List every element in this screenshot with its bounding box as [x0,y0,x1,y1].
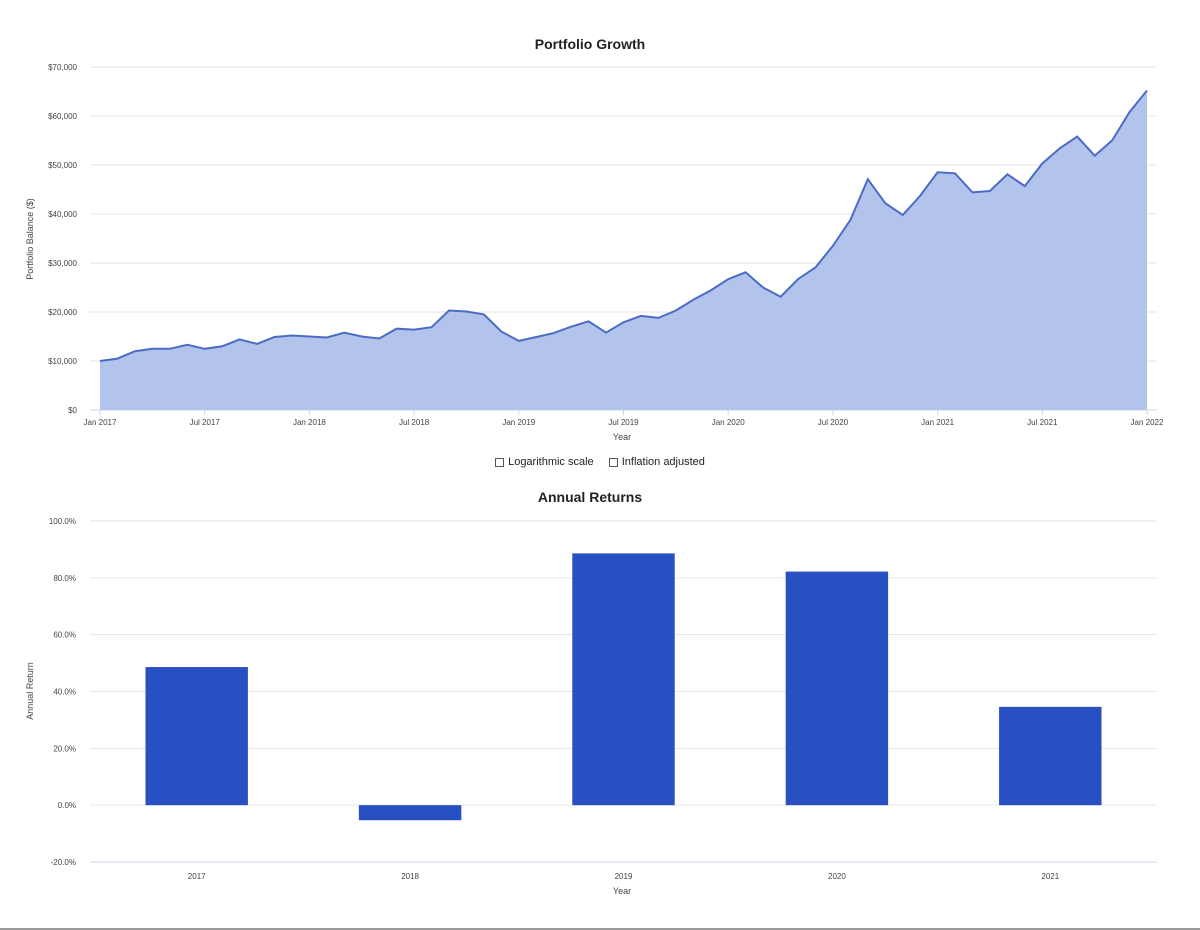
growth-x-tick-label: Jul 2017 [190,418,221,427]
returns-y-tick-label: 60.0% [53,631,76,640]
growth-y-tick-label: $60,000 [48,112,77,121]
growth-x-tick-label: Jul 2018 [399,418,430,427]
growth-x-tick-label: Jul 2019 [608,418,639,427]
growth-x-tick-label: Jan 2019 [502,418,535,427]
portfolio-growth-chart: Portfolio Growth $0 $10,000 $20,000 $30,000… [25,36,1164,442]
growth-y-tick-label: $10,000 [48,357,77,366]
growth-y-tick-label: $0 [68,406,77,415]
growth-x-tick-label: Jan 2022 [1131,418,1164,427]
returns-y-axis-label: Annual Return [25,662,35,720]
returns-y-tick-label: 80.0% [53,574,76,583]
inflation-adjusted-checkbox[interactable]: Inflation adjusted [608,456,705,468]
growth-x-tick-label: Jan 2017 [84,418,117,427]
returns-x-tick-label: 2021 [1041,872,1059,881]
growth-x-tick-label: Jul 2021 [1027,418,1058,427]
growth-x-tick-label: Jan 2021 [921,418,954,427]
growth-y-tick-label: $30,000 [48,259,77,268]
inflation-adjusted-checkbox-box[interactable] [608,457,618,467]
growth-y-tick-label: $70,000 [48,63,77,72]
returns-y-tick-label: 100.0% [49,517,76,526]
growth-y-axis-label: Portfolio Balance ($) [25,198,35,280]
returns-y-tick-label: 20.0% [53,744,76,753]
annual-return-bar [145,667,248,806]
portfolio-balance-line [99,89,1148,362]
growth-x-tick-label: Jul 2020 [818,418,849,427]
annual-return-bar [999,706,1102,806]
growth-y-tick-label: $40,000 [48,210,77,219]
log-scale-checkbox-box[interactable] [495,457,505,467]
growth-chart-title: Portfolio Growth [535,36,645,52]
log-scale-checkbox[interactable]: Logarithmic scale [495,456,594,468]
returns-x-axis-label: Year [613,886,631,896]
log-scale-label: Logarithmic scale [508,456,594,468]
returns-x-tick-label: 2019 [615,872,633,881]
portfolio-balance-area [100,90,1147,410]
returns-y-tick-label: 40.0% [53,688,76,697]
growth-x-axis-label: Year [613,432,631,442]
returns-chart-title: Annual Returns [538,489,642,505]
inflation-adjusted-label: Inflation adjusted [621,456,705,468]
annual-return-bar [572,553,675,806]
growth-y-tick-label: $20,000 [48,308,77,317]
annual-return-bar [358,805,462,821]
annual-returns-chart: Annual Returns -20.0% 0.0% 20.0% 40.0% 60.0%… [25,489,1157,896]
returns-x-tick-label: 2017 [188,872,206,881]
page-bottom-divider [0,928,1200,930]
growth-x-tick-label: Jan 2020 [712,418,745,427]
growth-x-tick-label: Jan 2018 [293,418,326,427]
growth-y-tick-label: $50,000 [48,161,77,170]
returns-x-tick-label: 2018 [401,872,419,881]
chart-options: Logarithmic scale Inflation adjusted [0,456,1200,470]
returns-y-tick-label: 0.0% [58,801,76,810]
returns-y-tick-label: -20.0% [51,858,76,867]
returns-x-tick-label: 2020 [828,872,846,881]
annual-return-bar [785,571,889,806]
